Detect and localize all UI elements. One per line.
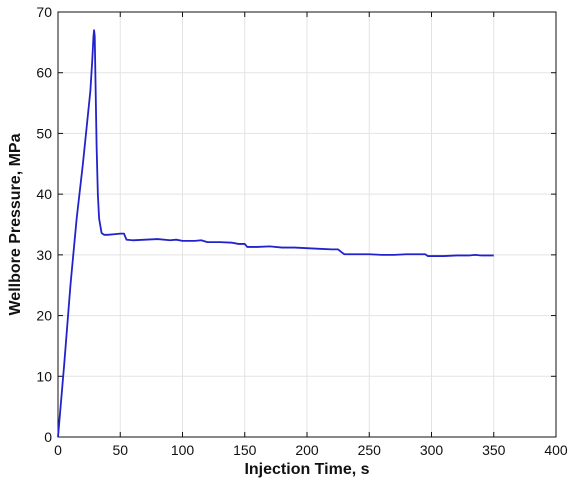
x-axis-tick-labels: 0 50 100 150 200 250 300 350 400 [54, 442, 568, 458]
y-axis-tick-labels: 0 10 20 30 40 50 60 70 [36, 4, 52, 445]
x-tick-label: 300 [420, 442, 444, 458]
y-tick-label: 50 [36, 125, 52, 141]
y-tick-label: 70 [36, 4, 52, 20]
x-tick-label: 200 [295, 442, 319, 458]
x-tick-label: 350 [482, 442, 506, 458]
y-tick-label: 60 [36, 65, 52, 81]
y-axis-label: Wellbore Pressure, MPa [7, 133, 24, 315]
x-tick-label: 50 [112, 442, 128, 458]
x-tick-label: 100 [171, 442, 195, 458]
x-axis-label: Injection Time, s [244, 461, 369, 478]
axis-ticks [57, 11, 557, 438]
x-tick-label: 150 [233, 442, 257, 458]
x-tick-label: 250 [358, 442, 382, 458]
y-tick-label: 40 [36, 186, 52, 202]
x-tick-label: 0 [54, 442, 62, 458]
y-tick-label: 10 [36, 368, 52, 384]
x-tick-label: 400 [544, 442, 568, 458]
y-tick-label: 0 [44, 429, 52, 445]
y-tick-label: 30 [36, 247, 52, 263]
series-line-wellbore-pressure [57, 29, 494, 438]
y-tick-label: 20 [36, 308, 52, 324]
